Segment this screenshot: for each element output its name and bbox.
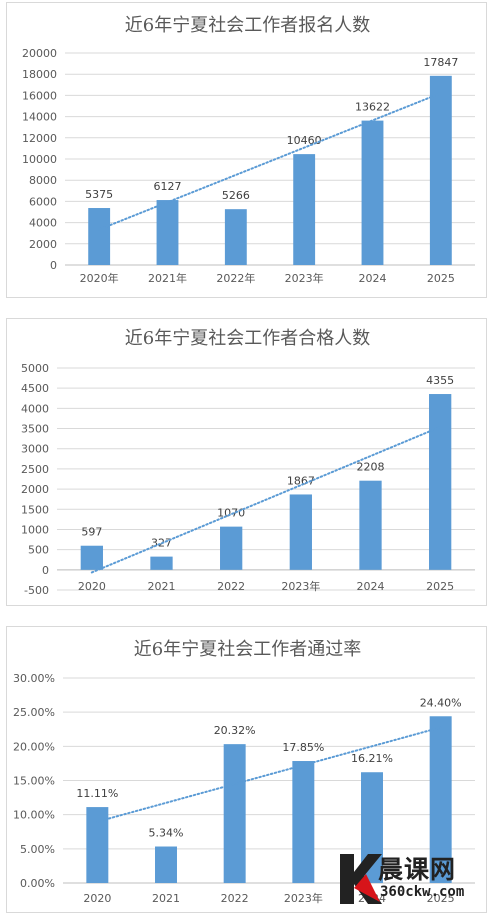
chart-passed: 近6年宁夏社会工作者合格人数 -500 0 500 1000 1500 2000 2500 30…	[6, 318, 487, 606]
data-label: 4355	[426, 374, 454, 387]
chart-title: 近6年宁夏社会工作者合格人数	[125, 328, 370, 349]
y-tick-label: 4500	[21, 382, 49, 395]
y-tick-label: 1000	[21, 523, 49, 536]
bar	[293, 154, 316, 265]
data-label: 20.32%	[214, 724, 256, 737]
watermark-logo: 晨课网 360ckw.com	[336, 848, 486, 910]
data-label: 5266	[222, 189, 250, 202]
y-tick-label: 0	[42, 564, 49, 577]
bar	[361, 120, 384, 265]
x-tick-label: 2024	[359, 272, 387, 285]
bar	[429, 75, 452, 265]
x-tick-label: 2025	[427, 272, 455, 285]
chart-pass-rate: 近6年宁夏社会工作者通过率 0.00% 5.00% 10.00% 15.00% 20.00…	[6, 626, 487, 913]
y-tick-label: 0	[50, 259, 57, 272]
bar	[150, 556, 173, 570]
bar	[155, 846, 177, 883]
y-tick-label: 15.00%	[13, 775, 55, 788]
y-tick-label: 10.00%	[13, 809, 55, 822]
x-tick-label: 2021	[152, 892, 180, 905]
x-tick-label: 2023年	[284, 891, 323, 905]
data-label: 597	[81, 526, 102, 539]
y-tick-label: 500	[28, 544, 49, 557]
y-tick-label: 8000	[29, 174, 57, 187]
data-label: 11.11%	[76, 787, 118, 800]
y-tick-label: 5000	[21, 362, 49, 375]
data-label: 6127	[154, 180, 182, 193]
bar	[292, 761, 315, 883]
bar	[429, 394, 452, 570]
data-label: 17.85%	[282, 741, 324, 754]
data-label: 16.21%	[351, 752, 393, 765]
data-label: 5.34%	[149, 827, 184, 840]
x-tick-label: 2022年	[216, 271, 255, 285]
x-tick-label: 2025	[426, 580, 454, 593]
y-tick-label: 18000	[22, 68, 57, 81]
y-tick-label: -500	[24, 584, 49, 597]
x-tick-label: 2022	[221, 892, 249, 905]
y-tick-label: 3500	[21, 423, 49, 436]
chart-svg: 近6年宁夏社会工作者通过率 0.00% 5.00% 10.00% 15.00% 20.00…	[13, 639, 475, 905]
trendline	[96, 726, 442, 823]
data-label: 5375	[85, 188, 113, 201]
watermark-url: 360ckw.com	[380, 884, 465, 900]
bar	[289, 494, 312, 570]
bar	[359, 480, 382, 570]
data-label: 13622	[355, 101, 390, 114]
trendline	[90, 425, 442, 574]
bar	[429, 716, 452, 883]
y-tick-label: 12000	[22, 132, 57, 145]
data-label: 2208	[357, 461, 385, 474]
bar	[88, 208, 111, 265]
watermark-brand: 晨课网	[378, 855, 457, 884]
x-tick-label: 2023年	[281, 579, 320, 593]
x-tick-label: 2020	[83, 892, 111, 905]
x-tick-label: 2021年	[148, 271, 187, 285]
x-tick-label: 2020年	[80, 271, 119, 285]
y-tick-label: 2000	[29, 238, 57, 251]
y-tick-label: 3000	[21, 443, 49, 456]
bar	[86, 807, 109, 883]
bar	[156, 200, 179, 265]
chart-svg: 近6年宁夏社会工作者报名人数 0 2000 4000 6000 8000 10000 1200…	[22, 15, 475, 285]
x-tick-label: 2023年	[285, 271, 324, 285]
chart-title: 近6年宁夏社会工作者通过率	[134, 639, 361, 660]
y-tick-label: 20.00%	[13, 740, 55, 753]
k-logo-icon	[340, 854, 382, 904]
y-tick-label: 20000	[22, 47, 57, 60]
y-tick-label: 5.00%	[20, 843, 55, 856]
x-tick-label: 2020	[78, 580, 106, 593]
data-label: 24.40%	[420, 696, 462, 709]
data-label: 10460	[287, 134, 322, 147]
y-tick-label: 10000	[22, 153, 57, 166]
bar	[224, 209, 247, 265]
bar	[223, 744, 246, 883]
y-tick-label: 16000	[22, 89, 57, 102]
y-tick-label: 1500	[21, 503, 49, 516]
y-tick-label: 14000	[22, 111, 57, 124]
y-tick-label: 2000	[21, 483, 49, 496]
y-tick-label: 25.00%	[13, 706, 55, 719]
x-tick-label: 2025	[427, 892, 455, 905]
bar	[220, 526, 243, 570]
chart-title: 近6年宁夏社会工作者报名人数	[125, 15, 370, 36]
bar	[80, 545, 103, 570]
chart-svg: 近6年宁夏社会工作者合格人数 -500 0 500 1000 1500 2000 2500 30…	[21, 328, 475, 597]
x-tick-label: 2024	[357, 580, 385, 593]
y-tick-label: 0.00%	[20, 877, 55, 890]
x-tick-label: 2021	[148, 580, 176, 593]
trendline	[98, 92, 442, 231]
y-tick-label: 4000	[29, 217, 57, 230]
chart-registrations: 近6年宁夏社会工作者报名人数 0 2000 4000 6000 8000 10000 1200…	[6, 2, 487, 298]
data-label: 1867	[287, 474, 315, 487]
y-tick-label: 6000	[29, 195, 57, 208]
y-tick-label: 4000	[21, 402, 49, 415]
data-label: 17847	[423, 56, 458, 69]
y-tick-label: 30.00%	[13, 672, 55, 685]
y-tick-label: 2500	[21, 463, 49, 476]
x-tick-label: 2022	[217, 580, 245, 593]
